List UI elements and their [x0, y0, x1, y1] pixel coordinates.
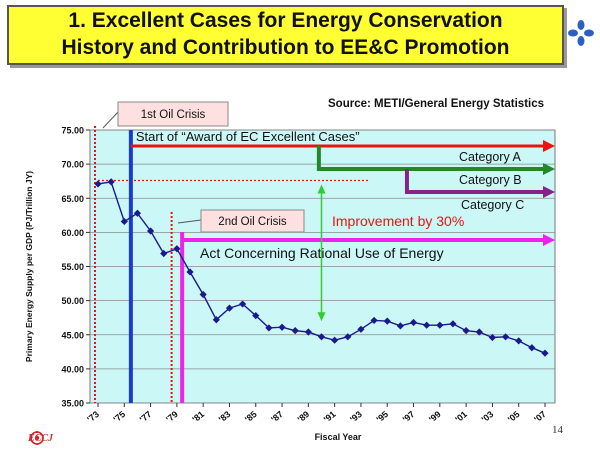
data-point	[488, 333, 497, 342]
data-point	[239, 300, 247, 308]
x-tick-label: '85	[243, 409, 259, 424]
x-tick-label: '97	[401, 409, 417, 424]
award-label: Start of “Award of EC Excellent Cases”	[136, 129, 360, 144]
x-tick-label: '91	[322, 409, 338, 424]
x-tick-label: '81	[190, 409, 206, 424]
blue-flower-icon	[568, 20, 594, 46]
data-point	[344, 333, 352, 341]
annotations-back	[94, 126, 370, 403]
data-point	[107, 178, 115, 186]
category-b-label: Category B	[459, 173, 522, 187]
oil-crisis-2-label: 2nd Oil Crisis	[218, 216, 287, 228]
grid-lines	[90, 129, 555, 404]
x-tick-label: '01	[453, 409, 469, 424]
data-point	[94, 180, 102, 188]
x-tick-label: '03	[480, 409, 496, 424]
oil-crisis-2-leader	[177, 219, 202, 224]
data-point	[528, 344, 536, 352]
data-point	[475, 328, 483, 336]
category-c-label: Category C	[461, 198, 524, 212]
oil-crisis-2-box	[200, 209, 305, 233]
slide-title-box: 1. Excellent Cases for Energy Conservati…	[7, 5, 564, 65]
data-point	[291, 327, 299, 335]
y-tick-label: 50.00	[61, 296, 84, 306]
data-point	[449, 320, 457, 328]
data-point	[186, 268, 194, 276]
x-tick-label: '73	[85, 409, 101, 424]
data-point	[383, 317, 391, 325]
act-arrow-head	[543, 234, 555, 246]
x-tick-label: '79	[164, 409, 180, 424]
data-point	[331, 336, 339, 344]
data-point	[225, 304, 234, 312]
data-point	[370, 316, 378, 325]
data-point	[278, 323, 286, 331]
data-point	[199, 290, 207, 299]
x-tick-label: '99	[427, 409, 443, 424]
category-c-arrow	[404, 169, 545, 194]
data-point	[146, 227, 155, 235]
slide-title-line-2: History and Contribution to EE&C Promoti…	[61, 36, 510, 59]
data-point	[265, 324, 273, 332]
data-point	[409, 318, 418, 327]
data-point	[515, 337, 523, 345]
oil-crisis-1-box	[117, 101, 229, 127]
y-tick-label: 60.00	[61, 228, 84, 238]
data-point	[423, 321, 431, 329]
improvement-label: Improvement by 30%	[332, 213, 464, 229]
improvement-arrow-bottom	[317, 312, 326, 322]
data-point	[357, 325, 365, 333]
data-point	[304, 328, 312, 336]
x-tick-label: '93	[348, 409, 364, 424]
y-tick-label: 65.00	[61, 194, 84, 204]
series-points	[94, 178, 549, 357]
y-tick-label: 45.00	[61, 330, 84, 340]
x-tick-label: '77	[138, 409, 154, 424]
category-a-arrow-head	[543, 163, 555, 175]
x-tick-label: '89	[296, 409, 312, 424]
data-point	[396, 322, 404, 330]
data-point	[160, 249, 168, 258]
x-tick-label: '07	[532, 409, 548, 424]
data-point	[173, 245, 181, 253]
x-tick-label: '75	[111, 409, 127, 424]
page-number: 14	[552, 424, 563, 436]
data-point	[462, 327, 470, 335]
y-tick-label: 40.00	[61, 364, 84, 374]
data-point	[120, 217, 128, 226]
x-tick-label: '05	[506, 409, 522, 424]
category-c-arrow-head	[543, 186, 555, 198]
x-tick-label: '83	[217, 409, 233, 424]
eccj-logo-icon	[30, 431, 44, 445]
y-tick-label: 55.00	[61, 262, 84, 272]
annotations-front: Start of “Award of EC Excellent Cases” Ca…	[102, 101, 555, 322]
data-point	[252, 312, 260, 320]
logo-text: ECCJ	[28, 433, 54, 444]
data-point	[212, 316, 220, 324]
y-tick-label: 75.00	[61, 126, 84, 136]
data-point	[501, 333, 510, 341]
x-tick-label: '87	[269, 409, 285, 424]
data-point	[436, 321, 444, 329]
category-a-label: Category A	[459, 150, 522, 164]
y-tick-label: 70.00	[61, 160, 84, 170]
x-tick-label: '95	[374, 409, 390, 424]
data-point	[133, 209, 142, 217]
slide-title-line-1: 1. Excellent Cases for Energy Conservati…	[68, 9, 503, 32]
data-point	[317, 333, 326, 341]
award-arrow-head	[543, 140, 555, 152]
x-axis-label: Fiscal Year	[315, 432, 362, 442]
chart-source: Source: METI/General Energy Statistics	[328, 98, 545, 110]
y-tick-label: 35.00	[61, 399, 84, 409]
y-axis-ticks: 75.00 70.00 65.00 60.00 55.00 50.00 45.00 40.00…	[61, 126, 90, 409]
category-a-arrow	[316, 146, 545, 171]
x-axis-ticks: '73 '75 '77 '79 '81 '83 '85 '87 '89 '91 '93 '95 '97 '…	[85, 403, 548, 424]
oil-crisis-1-leader	[102, 111, 119, 129]
data-point	[541, 349, 549, 357]
improvement-arrow-top	[317, 184, 326, 194]
y-axis-label: Primary Energy Supply per GDP (PJ/Trilli…	[24, 171, 34, 362]
oil-crisis-1-label: 1st Oil Crisis	[141, 109, 206, 121]
